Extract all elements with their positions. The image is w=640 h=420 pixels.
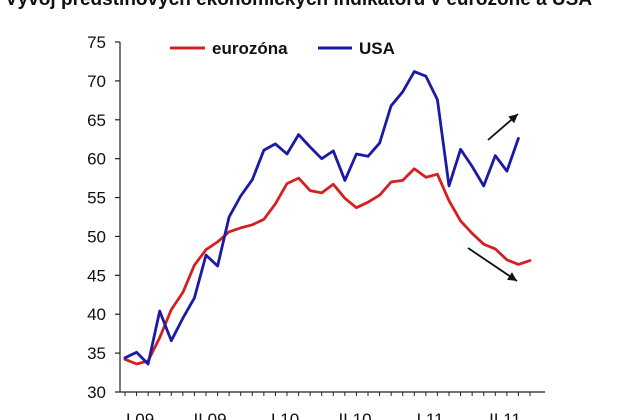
chart-title: Vývoj predstihových ekonomických indikát… — [5, 0, 592, 11]
y-tick-label: 40 — [87, 305, 106, 324]
arrow-head — [508, 114, 518, 124]
y-tick-label: 45 — [87, 266, 106, 285]
x-tick-labels: I.09 II.09 I.10 II.10 I.11 II.11 — [126, 410, 521, 420]
x-tick-label: I.10 — [271, 410, 299, 420]
y-tick-label: 35 — [87, 344, 106, 363]
legend: eurozóna USA — [170, 39, 395, 58]
x-tick-label: II.09 — [193, 410, 226, 420]
y-tick-label: 55 — [87, 189, 106, 208]
y-tick-label: 30 — [87, 383, 106, 402]
arrow-head — [507, 272, 517, 281]
y-tick-label: 75 — [87, 33, 106, 52]
x-tick-label: I.09 — [126, 410, 154, 420]
y-tick-label: 50 — [87, 227, 106, 246]
arrow-up-icon — [487, 113, 519, 141]
trend-arrows — [467, 113, 519, 282]
series-lines — [123, 70, 532, 366]
arrow-down-icon — [467, 247, 518, 282]
legend-label-usa: USA — [359, 39, 395, 58]
y-tick-label: 70 — [87, 72, 106, 91]
y-tick-label: 60 — [87, 150, 106, 169]
series-line-usa — [123, 70, 520, 366]
y-tick-labels: 30 35 40 45 50 55 60 65 70 75 — [87, 33, 106, 402]
legend-label-eurozona: eurozóna — [212, 39, 288, 58]
y-tick-label: 65 — [87, 111, 106, 130]
arrow-shaft — [467, 247, 518, 282]
x-tick-label: I.11 — [416, 410, 443, 420]
series-line-eurozona — [123, 167, 532, 366]
x-tick-label: II.10 — [338, 410, 371, 420]
x-tick-label: II.11 — [489, 410, 521, 420]
axes — [115, 41, 545, 396]
